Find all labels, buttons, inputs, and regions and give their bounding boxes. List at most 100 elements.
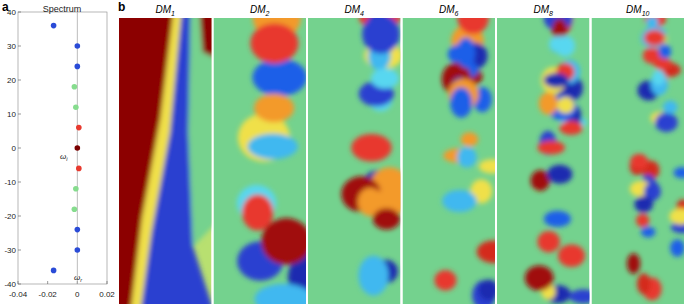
field-blob bbox=[450, 88, 472, 118]
y-axis-label: ωi bbox=[60, 152, 68, 162]
mode-title-main: DM bbox=[534, 4, 550, 15]
mode-title-sub: 10 bbox=[642, 10, 650, 17]
field-blob bbox=[630, 154, 648, 170]
eigenvalue-point bbox=[75, 227, 81, 233]
field-region bbox=[138, 18, 212, 304]
y-tick bbox=[18, 182, 21, 183]
field-blob bbox=[457, 18, 488, 34]
field-blob bbox=[531, 170, 550, 191]
eigenvalue-point bbox=[73, 104, 79, 110]
field-blob bbox=[569, 289, 589, 303]
x-tick bbox=[107, 281, 108, 284]
mode-title: DM2 bbox=[250, 4, 270, 17]
x-tick bbox=[47, 281, 48, 284]
mode-field bbox=[525, 18, 590, 304]
y-tick bbox=[18, 284, 21, 285]
field-blob bbox=[261, 218, 306, 265]
y-tick-label: 20 bbox=[7, 76, 16, 85]
eigenvalue-point bbox=[76, 166, 82, 172]
y-tick bbox=[18, 80, 21, 81]
field-blob bbox=[478, 279, 495, 300]
mode-field bbox=[119, 18, 212, 304]
field-blob bbox=[544, 211, 571, 227]
field-blob bbox=[461, 132, 479, 146]
eigenvalue-point bbox=[76, 125, 82, 131]
eigenvalue-point bbox=[72, 206, 78, 212]
y-tick-label: 10 bbox=[7, 110, 16, 119]
field-blob bbox=[479, 159, 495, 173]
field-blob bbox=[557, 97, 574, 114]
field-blob bbox=[538, 231, 560, 252]
field-blob bbox=[655, 113, 678, 133]
image-background bbox=[308, 18, 401, 304]
y-tick bbox=[18, 114, 21, 115]
mode-image bbox=[592, 18, 685, 304]
eigenvalue-point bbox=[75, 64, 81, 70]
mode-title-sub: 6 bbox=[455, 10, 459, 17]
image-background bbox=[403, 18, 496, 304]
mode-image bbox=[403, 18, 496, 304]
field-blob bbox=[555, 35, 575, 56]
y-tick bbox=[18, 46, 21, 47]
field-blob bbox=[252, 59, 306, 97]
field-blob bbox=[669, 208, 684, 225]
eigenvalue-point bbox=[75, 43, 81, 49]
field-blob bbox=[373, 208, 401, 229]
x-tick-label: -0.02 bbox=[39, 290, 58, 299]
panel-label: b bbox=[118, 0, 125, 14]
eigenvalue-point bbox=[75, 145, 81, 151]
mode-image bbox=[119, 18, 212, 304]
field-blob bbox=[255, 284, 306, 304]
mode-title-main: DM bbox=[156, 4, 172, 15]
field-blob bbox=[663, 100, 678, 113]
field-blob bbox=[457, 38, 476, 68]
x-tick-label: 0 bbox=[75, 290, 80, 299]
mode-title: DM8 bbox=[534, 4, 554, 17]
field-blob bbox=[547, 165, 572, 184]
field-blob bbox=[673, 167, 684, 178]
image-background bbox=[592, 18, 685, 304]
field-blob bbox=[659, 44, 672, 59]
field-blob bbox=[525, 265, 554, 290]
field-blob bbox=[653, 58, 672, 69]
title: Spectrum bbox=[43, 4, 82, 14]
mode-title: DM10 bbox=[626, 4, 649, 17]
eigenvalue-point bbox=[51, 268, 57, 274]
field-blob bbox=[247, 134, 297, 159]
eigenvalue-point bbox=[51, 23, 57, 29]
eigenvalue-point bbox=[73, 186, 79, 192]
mode-title-main: DM bbox=[626, 4, 642, 15]
mode-image bbox=[214, 18, 307, 304]
field-blob bbox=[358, 256, 388, 296]
field-blob bbox=[371, 68, 399, 89]
mode-title: DM6 bbox=[439, 4, 459, 17]
field-blob bbox=[457, 147, 477, 168]
field-blob bbox=[558, 244, 585, 267]
field-blob bbox=[637, 273, 651, 294]
x-axis-label-sub: r bbox=[80, 277, 83, 283]
field-region bbox=[188, 18, 211, 247]
field-blob bbox=[670, 239, 684, 257]
mode-field bbox=[237, 18, 306, 304]
plot-frame bbox=[18, 12, 107, 284]
mode-title-sub: 2 bbox=[265, 10, 270, 17]
mode-image bbox=[497, 18, 590, 304]
field-blob bbox=[434, 270, 456, 291]
mode-field bbox=[627, 18, 684, 300]
y-tick-label: -20 bbox=[4, 212, 16, 221]
y-tick-label: 0 bbox=[12, 144, 17, 153]
field-blob bbox=[641, 28, 666, 48]
field-blob bbox=[539, 92, 558, 115]
x-axis-label: ωr bbox=[74, 273, 83, 283]
field-blob bbox=[646, 18, 658, 27]
mode-field bbox=[341, 18, 400, 295]
field-blob bbox=[544, 73, 569, 88]
field-blob bbox=[477, 241, 495, 264]
field-blob bbox=[644, 18, 666, 27]
mode-title-sub: 4 bbox=[360, 10, 364, 17]
mode-title-sub: 1 bbox=[171, 10, 175, 17]
mode-title-main: DM bbox=[439, 4, 455, 15]
y-tick-label: 30 bbox=[7, 42, 16, 51]
field-blob bbox=[537, 141, 564, 155]
y-axis-label-sub: i bbox=[66, 156, 68, 162]
